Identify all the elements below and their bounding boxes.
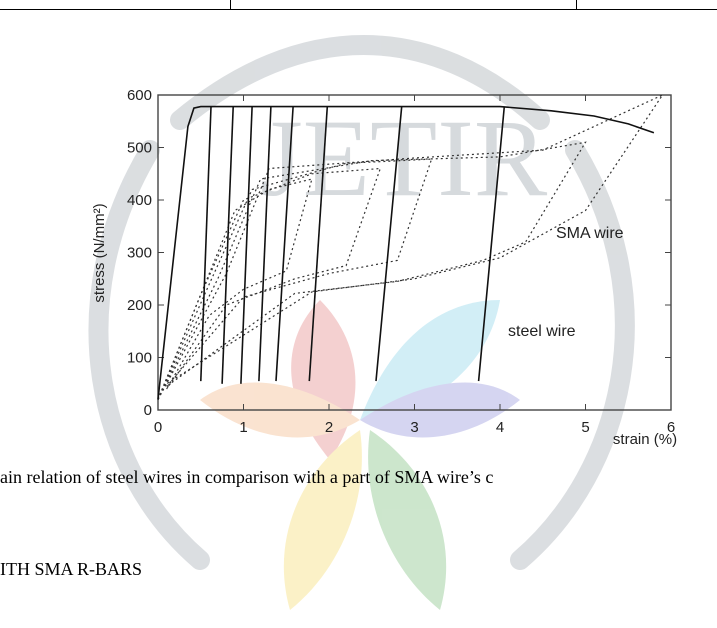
- steel-unloading-line: [275, 106, 294, 382]
- y-tick-label: 0: [144, 402, 152, 419]
- section-heading: ITH SMA R-BARS: [0, 559, 143, 579]
- sma-wire-annotation: SMA wire: [556, 225, 624, 242]
- watermark-petal-yellow: [283, 430, 362, 610]
- sma-loop-line: [157, 141, 587, 400]
- sma-loop-line: [157, 167, 382, 400]
- x-tick-label: 5: [581, 419, 589, 436]
- x-tick-label: 4: [496, 419, 504, 436]
- y-tick-label: 100: [127, 350, 152, 367]
- y-tick-label: 600: [127, 87, 152, 104]
- steel-envelope-line: [157, 105, 655, 400]
- x-tick-label: 1: [239, 419, 247, 436]
- steel-unloading-line: [308, 106, 329, 382]
- sma-wire-series: [157, 93, 665, 400]
- watermark-petal-green: [368, 430, 447, 610]
- sma-loop-line: [157, 93, 665, 400]
- axis-layer: 0 1 2 3 4 5 6 0 100 200 300 400 500 600: [127, 87, 675, 436]
- steel-wire-annotation: steel wire: [508, 323, 576, 340]
- x-tick-label: 0: [154, 419, 162, 436]
- steel-unloading-line: [221, 106, 234, 384]
- steel-unloading-line: [240, 106, 253, 384]
- y-tick-label: 200: [127, 297, 152, 314]
- watermark-petal-red: [291, 300, 356, 460]
- steel-unloading-line: [258, 106, 272, 382]
- steel-unloading-line: [375, 106, 403, 382]
- sma-loop-line: [157, 178, 313, 400]
- x-axis-label: strain (%): [613, 431, 677, 448]
- steel-wire-series: [157, 105, 655, 400]
- y-axis-label: stress (N/mm²): [91, 203, 108, 302]
- steel-unloading-line: [477, 106, 506, 382]
- steel-unloading-line: [200, 106, 212, 382]
- watermark-petal-cyan: [360, 300, 500, 420]
- watermark-ring-right: [510, 140, 635, 570]
- x-tick-label: 6: [667, 419, 675, 436]
- watermark-ring-left: [88, 140, 210, 570]
- y-tick-label: 400: [127, 192, 152, 209]
- x-tick-label: 2: [325, 419, 333, 436]
- watermark-ring-top: [170, 35, 550, 130]
- y-tick-label: 300: [127, 245, 152, 262]
- x-tick-label: 3: [410, 419, 418, 436]
- sma-loop-line: [157, 158, 433, 400]
- figure-caption: ain relation of steel wires in compariso…: [0, 467, 494, 487]
- y-tick-label: 500: [127, 140, 152, 157]
